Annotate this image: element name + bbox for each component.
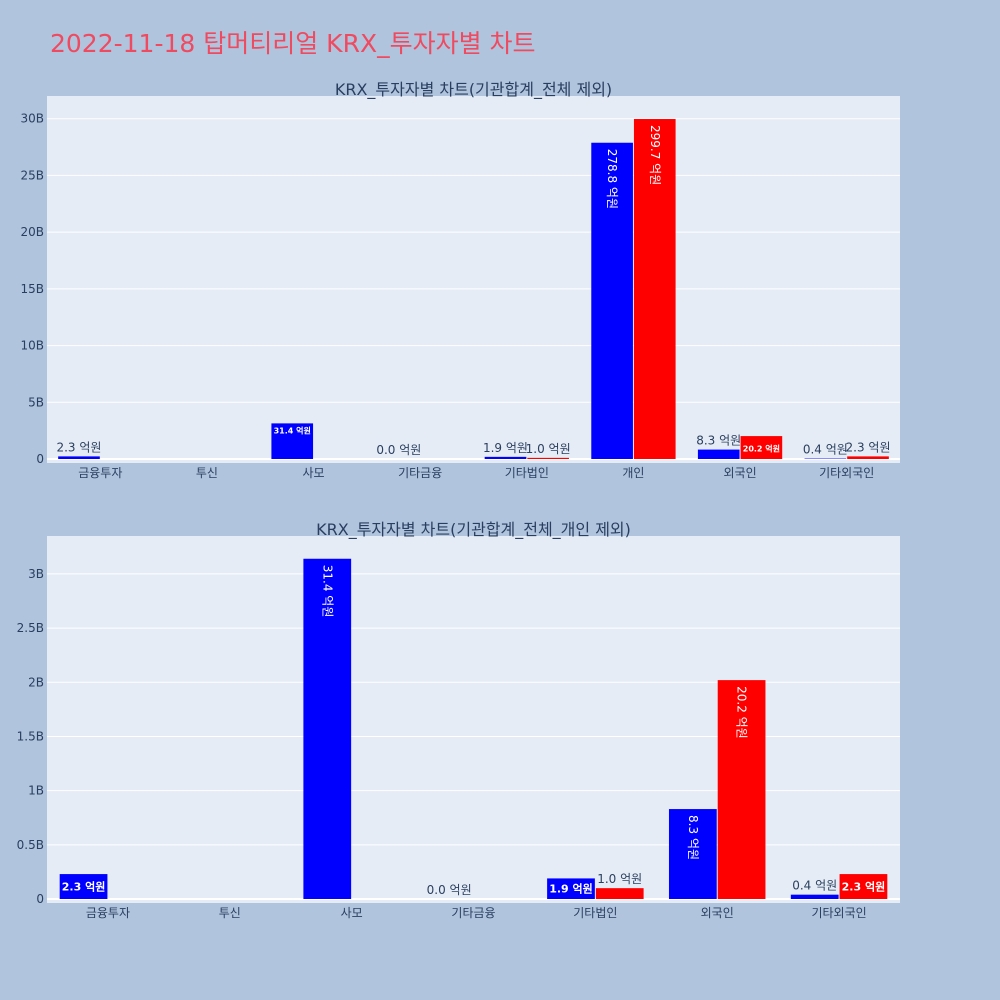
bar <box>847 456 889 459</box>
x-tick-label: 기타금융 <box>398 466 442 480</box>
bar <box>547 878 595 899</box>
bar <box>717 680 766 899</box>
data-label: 278.8 억원 <box>605 149 619 209</box>
data-label: 1.0 억원 <box>597 872 642 886</box>
x-tick-label: 금융투자 <box>78 466 122 480</box>
bar <box>633 119 676 460</box>
bar <box>595 888 644 899</box>
data-label: 0.4 억원 <box>792 879 837 893</box>
y-tick-label: 0 <box>36 452 44 466</box>
x-tick-label: 사모 <box>303 466 325 480</box>
x-tick-label: 기타금융 <box>451 906 495 920</box>
data-label: 31.4 억원 <box>274 425 311 435</box>
data-label: 1.0 억원 <box>526 442 571 456</box>
x-tick-label: 기타외국인 <box>811 906 866 920</box>
y-tick-label: 5B <box>28 395 44 409</box>
x-tick-label: 외국인 <box>701 906 734 920</box>
bar <box>58 456 100 459</box>
data-label: 31.4 억원 <box>320 565 334 618</box>
bar <box>591 142 633 459</box>
x-tick-label: 외국인 <box>724 466 757 480</box>
x-tick-label: 기타법인 <box>573 906 617 920</box>
bar <box>484 456 527 459</box>
plot-area <box>47 536 900 903</box>
x-tick-label: 투신 <box>219 906 241 920</box>
x-tick-label: 기타법인 <box>505 466 549 480</box>
chart-title: KRX_투자자별 차트(기관합계_전체_개인 제외) <box>316 520 631 540</box>
bar <box>59 874 108 899</box>
bar <box>697 449 740 459</box>
page-title: 2022-11-18 탑머티리얼 KRX_투자자별 차트 <box>50 29 536 58</box>
data-label: 2.3 억원 <box>846 440 891 454</box>
data-label: 2.3 억원 <box>56 440 101 454</box>
y-tick-label: 1.5B <box>17 729 44 743</box>
bar <box>740 436 783 459</box>
y-tick-label: 2.5B <box>17 621 44 635</box>
bar <box>271 423 314 459</box>
data-label: 20.2 억원 <box>743 444 780 454</box>
y-tick-label: 10B <box>20 339 44 353</box>
x-tick-label: 투신 <box>196 466 218 480</box>
data-label: 0.4 억원 <box>803 443 848 457</box>
y-tick-label: 30B <box>20 112 44 126</box>
chart-title: KRX_투자자별 차트(기관합계_전체 제외) <box>335 80 612 100</box>
plot-area <box>47 96 900 463</box>
data-label: 299.7 억원 <box>648 125 662 185</box>
y-tick-label: 20B <box>20 225 44 239</box>
x-tick-label: 개인 <box>622 466 644 480</box>
x-tick-label: 금융투자 <box>86 906 130 920</box>
data-label: 8.3 억원 <box>696 434 741 448</box>
data-label: 8.3 억원 <box>686 815 700 860</box>
bar <box>668 809 717 899</box>
chart-1: 0 5B 10B 15B 20B 25B 30B KRX_투자자별 차트(기관합계_전체 제외… <box>20 80 900 480</box>
x-tick-label: 사모 <box>341 906 363 920</box>
bar <box>839 874 888 899</box>
data-label: 1.9 억원 <box>483 441 528 455</box>
data-label: 0.0 억원 <box>427 883 472 897</box>
data-label: 1.9 억원 <box>549 882 593 896</box>
data-label: 2.3 억원 <box>842 880 886 894</box>
y-tick-label: 25B <box>20 168 44 182</box>
bar <box>790 894 839 899</box>
x-tick-label: 기타외국인 <box>819 466 874 480</box>
data-label: 2.3 억원 <box>62 880 106 894</box>
bar <box>303 558 352 899</box>
data-label: 20.2 억원 <box>735 686 749 739</box>
data-label: 0.0 억원 <box>376 443 421 457</box>
y-tick-label: 2B <box>28 675 44 689</box>
y-tick-label: 0.5B <box>17 838 44 852</box>
bar <box>527 457 569 459</box>
y-tick-label: 15B <box>20 282 44 296</box>
y-tick-label: 1B <box>28 784 44 798</box>
chart-2: 0 0.5B 1B 1.5B 2B 2.5B 3B KRX_투자자별 차트(기관합계_전체_개… <box>17 520 900 920</box>
y-tick-label: 3B <box>28 567 44 581</box>
y-tick-label: 0 <box>36 892 44 906</box>
